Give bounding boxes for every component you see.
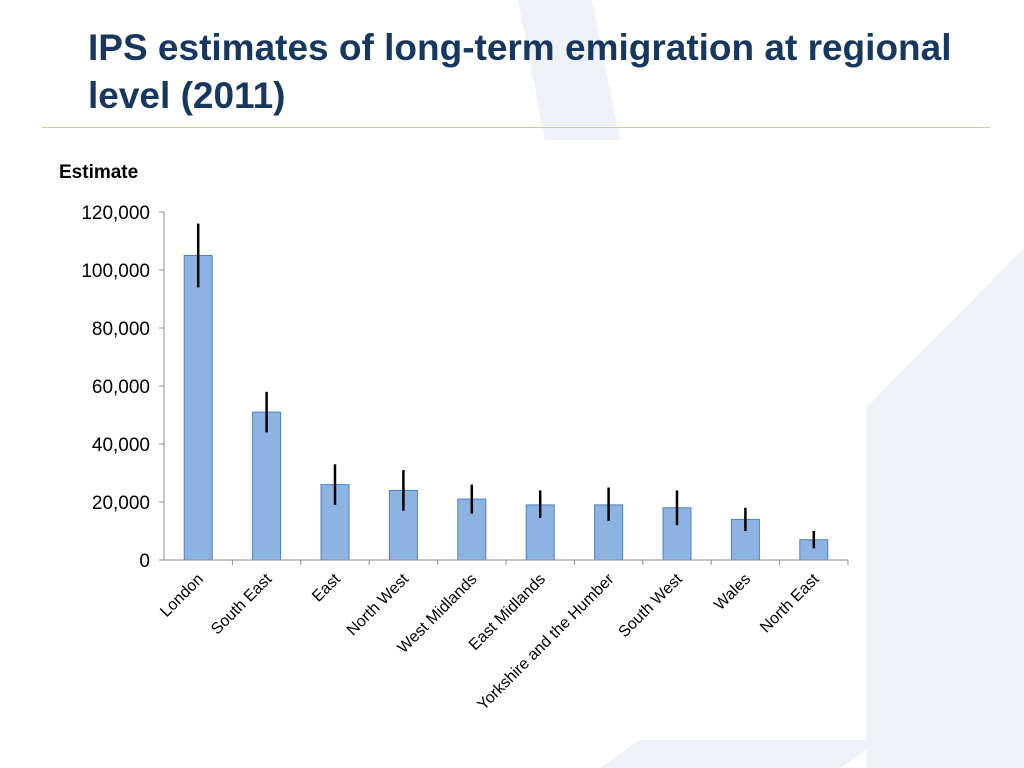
bar-north-west <box>388 489 418 561</box>
y-tick-label: 120,000 <box>81 203 150 224</box>
x-tick-label: South West <box>616 570 687 641</box>
x-tick-label: London <box>157 571 207 621</box>
bar-south-east <box>252 411 282 561</box>
bars <box>183 255 829 561</box>
x-tick-label: Wales <box>711 571 754 614</box>
background-stripe-top <box>518 0 620 140</box>
x-tick-label: Yorkshire and the Humber <box>474 570 618 714</box>
y-tick-label: 80,000 <box>92 319 150 340</box>
bar-london <box>183 255 213 561</box>
x-tick-label: East <box>309 570 344 605</box>
y-tick-label: 40,000 <box>92 435 150 456</box>
background-wedge-right <box>866 248 1024 768</box>
y-tick-label: 60,000 <box>92 377 150 398</box>
x-tick-label: South East <box>208 570 276 638</box>
y-tick-label: 20,000 <box>92 493 150 514</box>
x-tick-label: North West <box>344 570 413 639</box>
error-bars <box>196 223 816 549</box>
y-tick-label: 0 <box>139 551 150 572</box>
x-tick-label: North East <box>757 570 823 636</box>
slide-title: IPS estimates of long-term emigration at… <box>88 27 952 116</box>
y-axis-ticks: 0 20,000 40,000 60,000 80,000 100,000 120,000 <box>81 203 164 572</box>
y-axis-label: Estimate <box>59 162 138 183</box>
title-divider <box>42 127 990 128</box>
background-wedge-bottom <box>600 740 880 768</box>
y-tick-label: 100,000 <box>81 261 150 282</box>
